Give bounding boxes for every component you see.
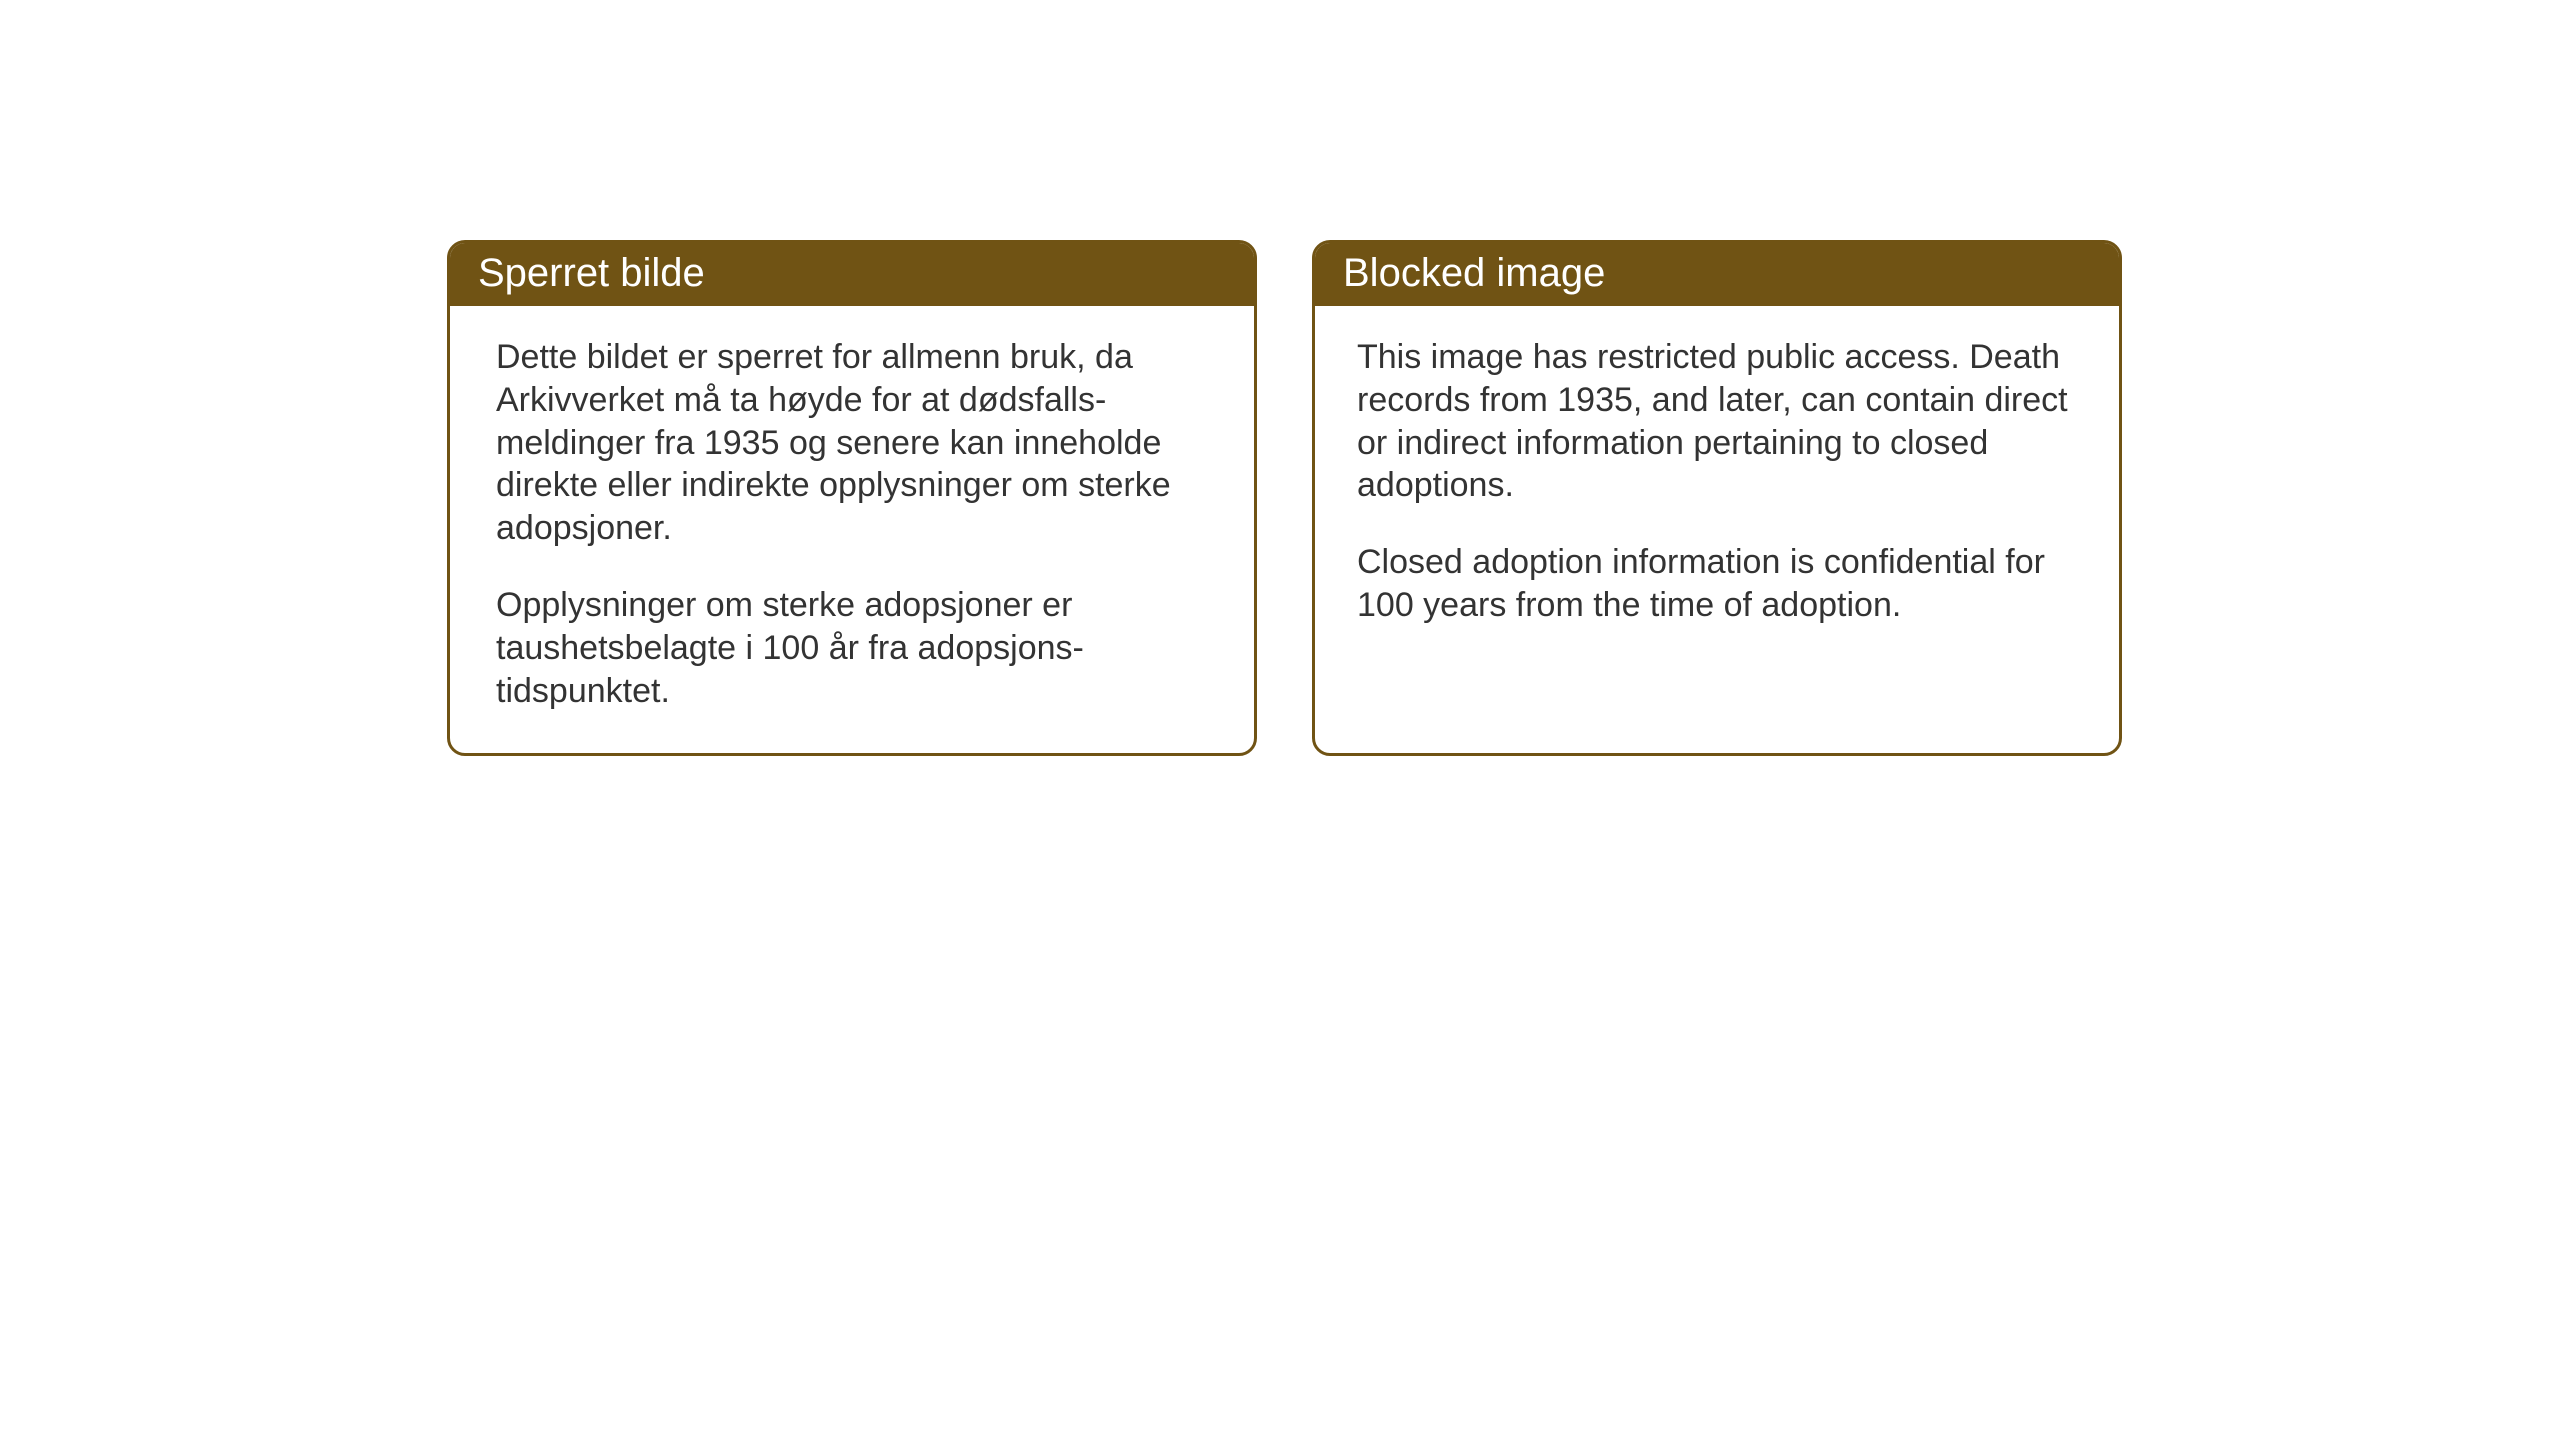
- notice-paragraph: Closed adoption information is confident…: [1357, 541, 2079, 627]
- notice-header-norwegian: Sperret bilde: [450, 243, 1254, 306]
- notice-box-norwegian: Sperret bilde Dette bildet er sperret fo…: [447, 240, 1257, 756]
- notice-body-norwegian: Dette bildet er sperret for allmenn bruk…: [450, 306, 1254, 753]
- notice-paragraph: This image has restricted public access.…: [1357, 336, 2079, 507]
- notice-paragraph: Opplysninger om sterke adopsjoner er tau…: [496, 584, 1208, 712]
- notice-body-english: This image has restricted public access.…: [1315, 306, 2119, 667]
- notice-box-english: Blocked image This image has restricted …: [1312, 240, 2122, 756]
- notice-container: Sperret bilde Dette bildet er sperret fo…: [447, 240, 2122, 756]
- notice-paragraph: Dette bildet er sperret for allmenn bruk…: [496, 336, 1208, 550]
- notice-header-english: Blocked image: [1315, 243, 2119, 306]
